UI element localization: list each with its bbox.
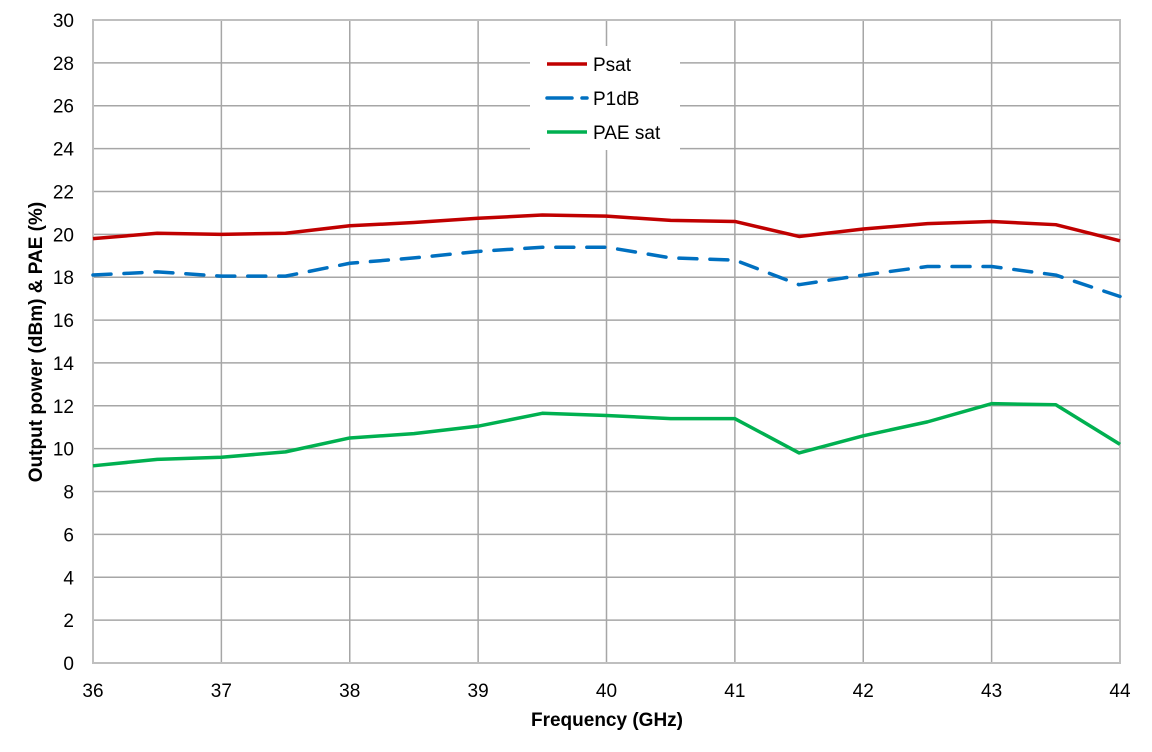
x-tick-label: 40 xyxy=(596,681,617,702)
x-tick-label: 37 xyxy=(211,681,232,702)
y-tick-label: 12 xyxy=(53,397,74,418)
plot-area xyxy=(92,19,1121,664)
y-axis-title: Output power (dBm) & PAE (%) xyxy=(26,202,47,482)
legend-label: Psat xyxy=(593,55,632,76)
x-tick-label: 36 xyxy=(82,681,103,702)
y-tick-label: 28 xyxy=(53,54,74,75)
y-tick-label: 30 xyxy=(53,11,74,32)
y-tick-label: 2 xyxy=(63,611,74,632)
y-tick-label: 6 xyxy=(63,525,74,546)
data-series xyxy=(91,213,1122,468)
series-line-pae-sat xyxy=(92,401,1121,468)
y-tick-label: 24 xyxy=(53,140,75,161)
y-tick-label: 16 xyxy=(53,311,74,332)
y-tick-label: 10 xyxy=(53,440,74,461)
y-tick-label: 14 xyxy=(53,354,75,375)
y-tick-label: 8 xyxy=(63,483,74,504)
x-tick-label: 44 xyxy=(1109,681,1131,702)
x-tick-label: 39 xyxy=(468,681,489,702)
series-line-p1db xyxy=(91,245,1122,299)
x-tick-label: 42 xyxy=(853,681,874,702)
x-tick-label: 38 xyxy=(339,681,360,702)
y-tick-label: 4 xyxy=(63,568,74,589)
y-tick-label: 20 xyxy=(53,225,74,246)
x-tick-label: 41 xyxy=(724,681,745,702)
series-line-psat xyxy=(92,213,1121,243)
x-axis-tick-labels: 36 37 38 39 40 41 42 43 44 xyxy=(82,681,1131,702)
y-tick-label: 26 xyxy=(53,97,74,118)
y-tick-label: 0 xyxy=(63,654,74,675)
legend: Psat P1dB PAE sat xyxy=(530,46,680,150)
y-tick-label: 22 xyxy=(53,182,74,203)
x-tick-label: 43 xyxy=(981,681,1002,702)
legend-label: PAE sat xyxy=(593,123,661,144)
legend-label: P1dB xyxy=(593,89,639,110)
y-tick-label: 18 xyxy=(53,268,74,289)
x-axis-title: Frequency (GHz) xyxy=(531,710,683,731)
